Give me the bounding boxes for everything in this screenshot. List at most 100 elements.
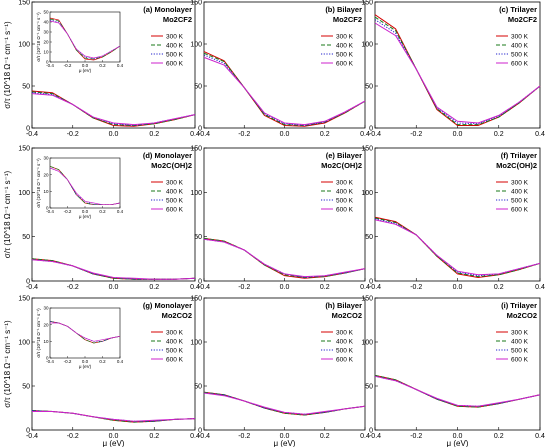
x-tick-label: 0.2 <box>494 131 504 138</box>
x-tick-label: 0.2 <box>320 131 330 138</box>
x-axis-label: μ (eV) <box>103 439 125 447</box>
y-tick-label: 150 <box>361 296 373 303</box>
legend: 300 K 400 K 500 K 600 K <box>151 329 184 363</box>
x-tick-label: -0.2 <box>238 131 250 138</box>
legend-label: 600 K <box>336 60 354 67</box>
legend: 300 K 400 K 500 K 600 K <box>321 33 354 67</box>
series-line-400k <box>31 258 196 280</box>
inset-x-axis-label: μ (eV) <box>79 214 92 219</box>
inset-y-tick-label: 20 <box>43 322 49 327</box>
y-tick-label: 50 <box>22 84 30 91</box>
x-tick-label: -0.2 <box>67 131 79 138</box>
y-tick-label: 50 <box>22 384 30 391</box>
x-axis-label: μ (eV) <box>447 439 469 447</box>
x-tick-label: 0.4 <box>360 433 370 440</box>
series-line-300k <box>374 374 541 408</box>
inset-plot: -0.4 -0.2 0.0 0.2 0.4 0 10 20 30 μ (eV) σ/τ (10^18… <box>36 306 124 369</box>
x-tick-label: 0.2 <box>320 284 330 291</box>
panel-title: (a) Monolayer <box>143 5 192 14</box>
inset-y-tick-label: 0 <box>46 206 49 211</box>
y-tick-label: 150 <box>190 0 202 7</box>
x-tick-label: 0.4 <box>190 433 200 440</box>
inset-y-tick-label: 50 <box>43 10 49 15</box>
series-line-600k <box>203 56 366 126</box>
y-tick-label: 0 <box>369 126 373 133</box>
y-tick-label: 150 <box>18 146 30 153</box>
x-tick-label: 0.4 <box>535 131 545 138</box>
x-tick-label: 0.2 <box>320 433 330 440</box>
y-tick-label: 50 <box>22 234 30 241</box>
inset-x-tick-label: 0.4 <box>117 359 124 364</box>
inset-x-tick-label: -0.2 <box>64 63 72 68</box>
x-tick-label: -0.4 <box>369 433 381 440</box>
inset-y-tick-label: 0 <box>46 60 49 65</box>
series-line-600k <box>32 411 196 422</box>
inset-frame <box>49 307 121 359</box>
panel-material: Mo2CF2 <box>508 15 537 24</box>
x-tick-label: -0.2 <box>410 131 422 138</box>
y-axis-label: σ/τ (10^18 Ω⁻¹ cm⁻¹ s⁻¹) <box>3 320 12 408</box>
legend-label: 500 K <box>511 51 529 58</box>
series-line-500k <box>203 238 366 279</box>
y-tick-label: 100 <box>361 42 373 49</box>
legend-label: 300 K <box>166 33 184 40</box>
y-tick-label: 50 <box>194 234 202 241</box>
panel-material: Mo2C(OH)2 <box>496 161 537 170</box>
legend-label: 300 K <box>511 33 529 40</box>
series-line-400k <box>374 16 541 126</box>
y-tick-label: 100 <box>18 340 30 347</box>
legend-label: 500 K <box>336 347 354 354</box>
legend-label: 500 K <box>166 347 184 354</box>
x-tick-label: -0.2 <box>410 284 422 291</box>
legend-label: 600 K <box>166 206 184 213</box>
legend: 300 K 400 K 500 K 600 K <box>151 179 184 213</box>
legend-label: 400 K <box>336 338 354 345</box>
legend-label: 300 K <box>336 329 354 336</box>
panel-title: (d) Monolayer <box>143 151 192 160</box>
legend-label: 300 K <box>166 329 184 336</box>
legend-label: 600 K <box>166 60 184 67</box>
x-axis-label: μ (eV) <box>274 439 296 447</box>
x-tick-label: 0.4 <box>190 284 200 291</box>
panel-material: Mo2CO2 <box>162 311 192 320</box>
x-tick-label: 0.4 <box>360 131 370 138</box>
inset-y-tick-label: 10 <box>43 50 49 55</box>
y-axis-label: σ/τ (10^18 Ω⁻¹ cm⁻¹ s⁻¹) <box>3 170 12 258</box>
legend: 300 K 400 K 500 K 600 K <box>321 179 354 213</box>
legend-label: 500 K <box>336 197 354 204</box>
series-line-300k <box>203 237 366 279</box>
y-tick-label: 0 <box>26 279 30 286</box>
series-line-400k <box>203 391 366 416</box>
inset-x-tick-label: -0.2 <box>64 359 72 364</box>
inset-y-tick-label: 30 <box>43 156 49 161</box>
series-line-600k <box>374 22 541 124</box>
x-tick-label: -0.4 <box>198 131 210 138</box>
x-tick-label: 0.4 <box>360 284 370 291</box>
x-tick-label: -0.4 <box>26 284 38 291</box>
legend: 300 K 400 K 500 K 600 K <box>151 33 184 67</box>
inset-y-tick-label: 10 <box>43 189 49 194</box>
inset-y-tick-label: 10 <box>43 339 49 344</box>
y-tick-label: 150 <box>190 146 202 153</box>
panel-title: (h) Bilayer <box>325 301 362 310</box>
inset-y-tick-label: 30 <box>43 306 49 311</box>
inset-series-line-400k <box>49 18 121 60</box>
legend-label: 400 K <box>166 42 184 49</box>
x-tick-label: -0.4 <box>26 433 38 440</box>
legend-label: 400 K <box>511 188 529 195</box>
y-tick-label: 150 <box>190 296 202 303</box>
series-line-600k <box>203 238 366 278</box>
series-line-400k <box>374 217 541 278</box>
inset-y-tick-label: 40 <box>43 20 49 25</box>
inset-x-tick-label: -0.2 <box>64 209 72 214</box>
inset-x-tick-label: -0.4 <box>46 209 54 214</box>
x-tick-label: -0.2 <box>238 433 250 440</box>
inset-y-axis-label: σ/τ (10^18 Ω⁻¹ cm⁻¹ s⁻¹) <box>36 158 41 208</box>
inset-y-tick-label: 0 <box>46 356 49 361</box>
legend-label: 300 K <box>336 33 354 40</box>
x-tick-label: -0.4 <box>26 131 38 138</box>
y-tick-label: 50 <box>365 234 373 241</box>
